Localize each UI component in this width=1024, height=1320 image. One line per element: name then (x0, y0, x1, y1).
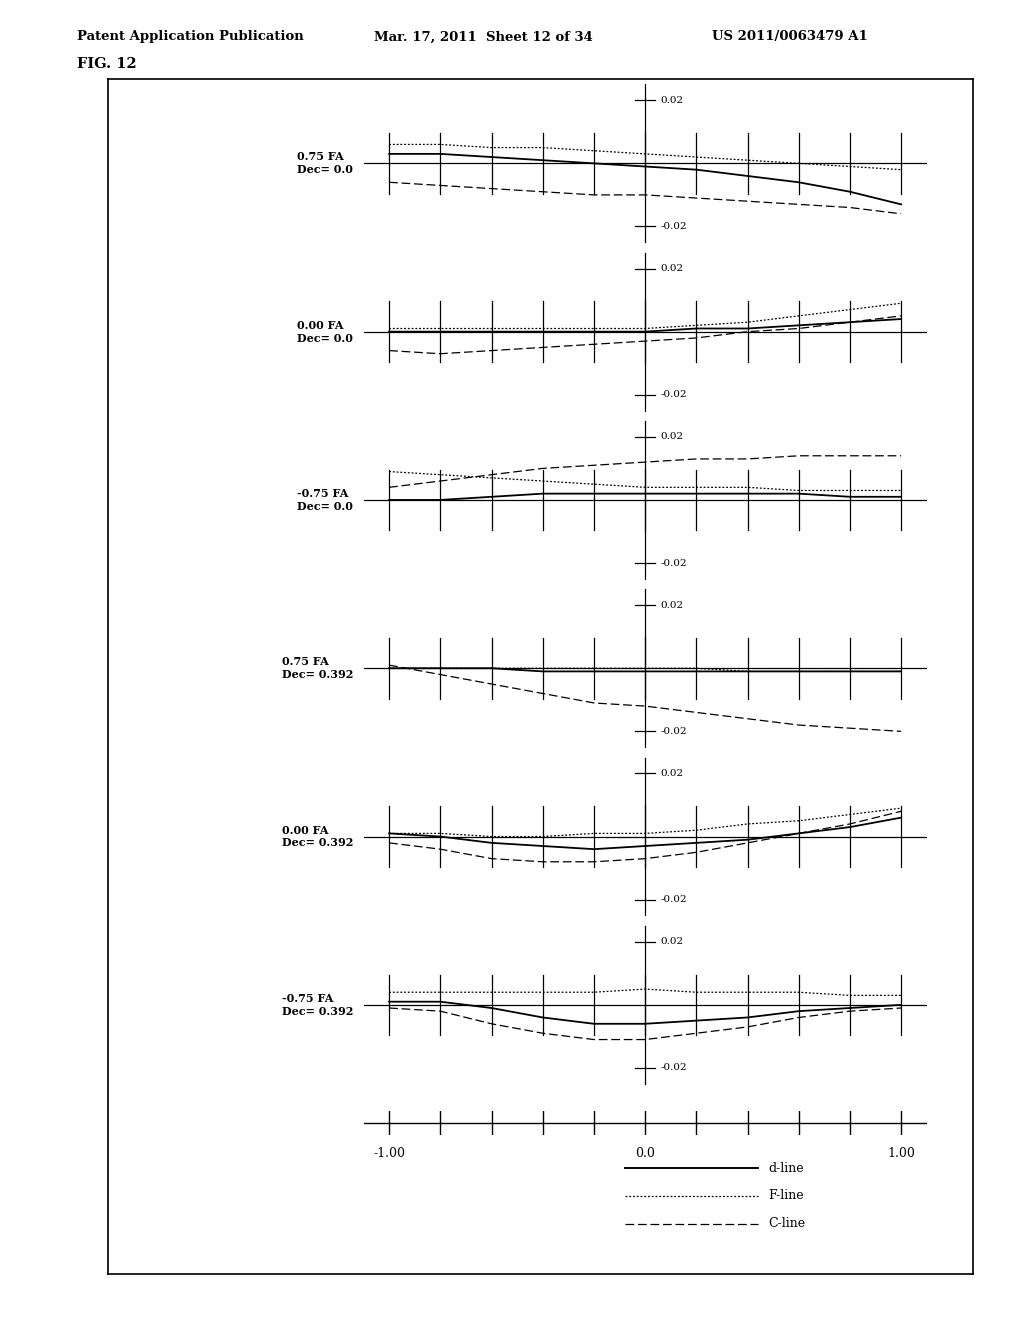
Text: 0.02: 0.02 (660, 770, 684, 777)
Text: 0.02: 0.02 (660, 433, 684, 441)
Text: 0.75 FA
Dec= 0.0: 0.75 FA Dec= 0.0 (297, 152, 353, 176)
Text: FIG. 12: FIG. 12 (77, 57, 136, 71)
Text: 1.00: 1.00 (887, 1147, 915, 1160)
Text: -0.02: -0.02 (660, 558, 687, 568)
Text: -0.75 FA
Dec= 0.0: -0.75 FA Dec= 0.0 (297, 488, 353, 512)
Text: 0.02: 0.02 (660, 937, 684, 946)
Text: 0.00 FA
Dec= 0.392: 0.00 FA Dec= 0.392 (282, 825, 353, 849)
Text: -0.75 FA
Dec= 0.392: -0.75 FA Dec= 0.392 (282, 993, 353, 1016)
Text: Mar. 17, 2011  Sheet 12 of 34: Mar. 17, 2011 Sheet 12 of 34 (374, 30, 593, 44)
Text: 0.02: 0.02 (660, 96, 684, 104)
Text: -0.02: -0.02 (660, 222, 687, 231)
Text: -0.02: -0.02 (660, 391, 687, 399)
Text: -0.02: -0.02 (660, 895, 687, 904)
Text: 0.75 FA
Dec= 0.392: 0.75 FA Dec= 0.392 (282, 656, 353, 680)
Text: d-line: d-line (768, 1162, 804, 1175)
Text: -1.00: -1.00 (373, 1147, 406, 1160)
Text: 0.02: 0.02 (660, 601, 684, 610)
Text: 0.0: 0.0 (635, 1147, 655, 1160)
Text: 0.00 FA
Dec= 0.0: 0.00 FA Dec= 0.0 (297, 319, 353, 343)
Text: US 2011/0063479 A1: US 2011/0063479 A1 (712, 30, 867, 44)
Text: Patent Application Publication: Patent Application Publication (77, 30, 303, 44)
Text: -0.02: -0.02 (660, 1064, 687, 1072)
Text: F-line: F-line (768, 1189, 804, 1203)
Text: -0.02: -0.02 (660, 727, 687, 735)
Text: 0.02: 0.02 (660, 264, 684, 273)
Text: C-line: C-line (768, 1217, 805, 1230)
